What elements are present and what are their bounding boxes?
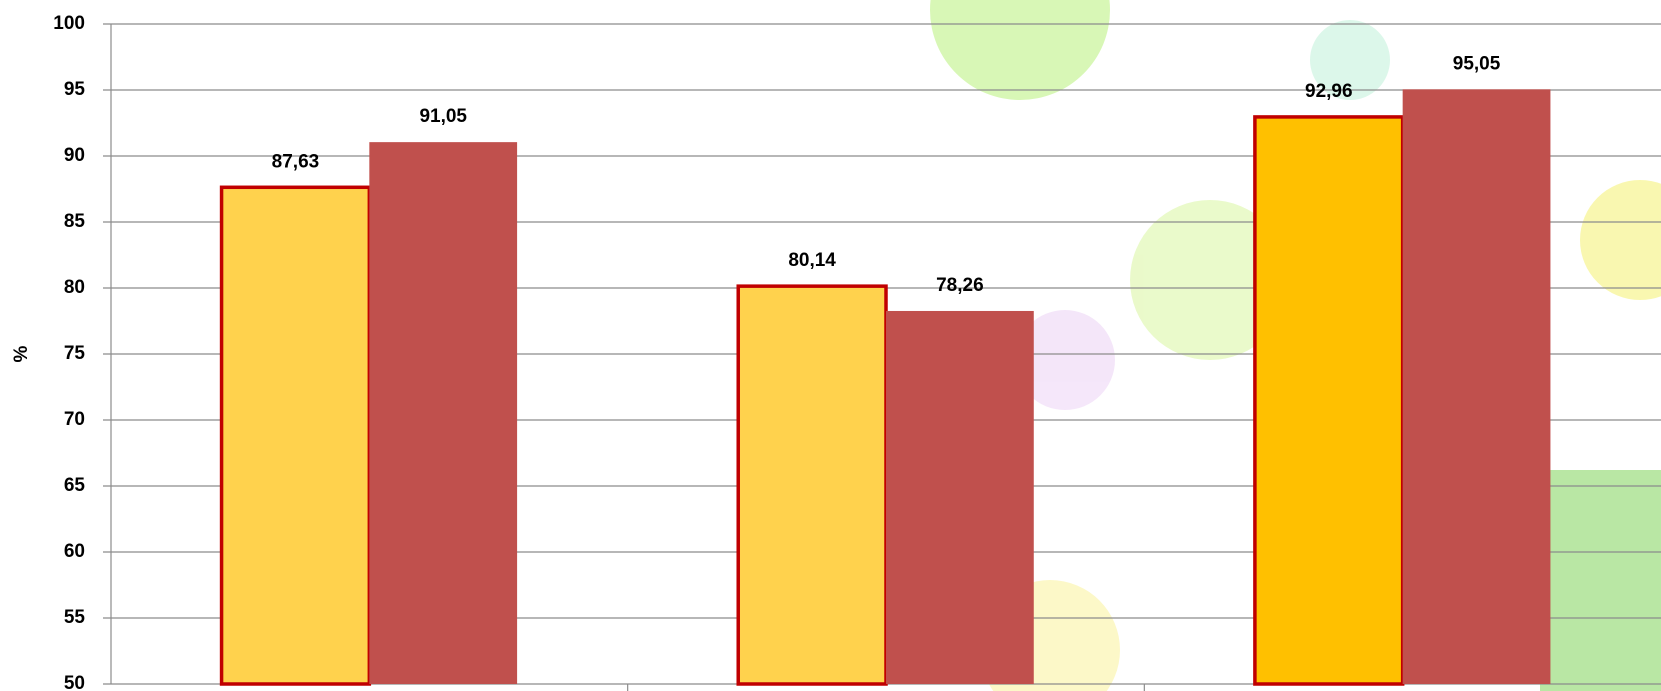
- data-label: 87,63: [272, 151, 320, 172]
- data-label: 92,96: [1305, 81, 1353, 102]
- y-axis-label: %: [11, 345, 32, 362]
- chart: % 50 55 60 65 70 75 80 85 90 95 100 87,63 80,14 92,96…: [0, 0, 1661, 691]
- bar: [1403, 89, 1551, 684]
- y-tick-label: 50: [64, 673, 85, 691]
- y-tick-label: 55: [64, 607, 86, 628]
- data-label: 91,05: [419, 106, 467, 127]
- y-tick-label: 85: [64, 211, 86, 232]
- bar: [738, 286, 886, 684]
- data-label: 80,14: [788, 250, 836, 271]
- y-tick-label: 95: [64, 79, 86, 100]
- y-tick-label: 60: [64, 541, 85, 562]
- data-label: 95,05: [1453, 53, 1501, 74]
- bar: [1255, 117, 1403, 684]
- data-label: 78,26: [936, 275, 984, 296]
- y-tick-label: 75: [64, 343, 86, 364]
- y-tick-label: 80: [64, 277, 85, 298]
- bar: [886, 311, 1034, 684]
- y-tick-label: 100: [53, 13, 85, 34]
- y-tick-label: 65: [64, 475, 86, 496]
- y-tick-label: 70: [64, 409, 85, 430]
- y-tick-label: 90: [64, 145, 85, 166]
- bar: [222, 187, 370, 684]
- bar: [369, 142, 517, 684]
